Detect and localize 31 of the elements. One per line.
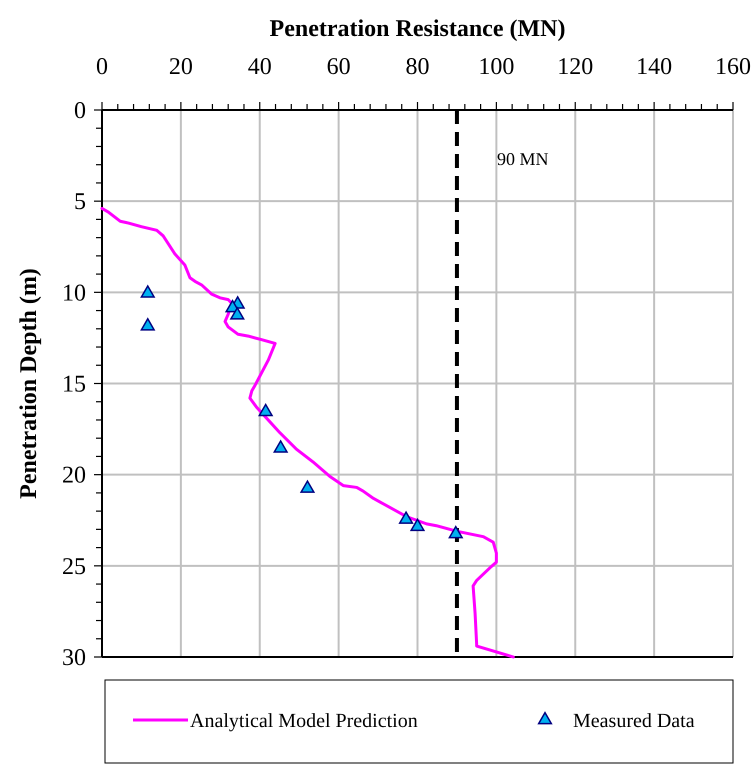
x-tick-label: 120	[557, 54, 594, 80]
x-tick-label: 80	[406, 54, 430, 80]
y-tick-label: 25	[62, 554, 86, 580]
y-axis-title: Penetration Depth (m)	[16, 268, 42, 499]
x-tick-label: 160	[715, 54, 751, 80]
y-tick-label: 10	[62, 280, 86, 306]
y-tick-label: 30	[62, 645, 86, 671]
ref-line-label: 90 MN	[496, 149, 548, 169]
x-tick-label: 40	[248, 54, 272, 80]
point	[448, 526, 463, 538]
legend-label: Measured Data	[573, 710, 695, 732]
point	[398, 511, 414, 524]
x-tick-label: 60	[326, 54, 351, 80]
x-tick-label: 100	[478, 54, 514, 80]
point	[410, 518, 425, 532]
y-tick-label: 15	[62, 372, 86, 398]
line-series	[100, 206, 515, 658]
x-tick-label: 140	[636, 54, 672, 80]
x-tick-label: 20	[168, 54, 193, 80]
x-tick-label: 0	[96, 54, 108, 80]
point	[230, 307, 244, 320]
x-axis-title: Penetration Resistance (MN)	[270, 16, 566, 42]
y-tick-label: 5	[74, 189, 86, 216]
point	[300, 480, 315, 493]
y-tick-label: 0	[74, 98, 86, 124]
legend-label: Analytical Model Prediction	[190, 710, 418, 732]
point	[274, 440, 288, 453]
point	[140, 318, 155, 331]
y-tick-label: 20	[62, 462, 86, 489]
point	[258, 404, 273, 416]
point	[140, 285, 155, 298]
